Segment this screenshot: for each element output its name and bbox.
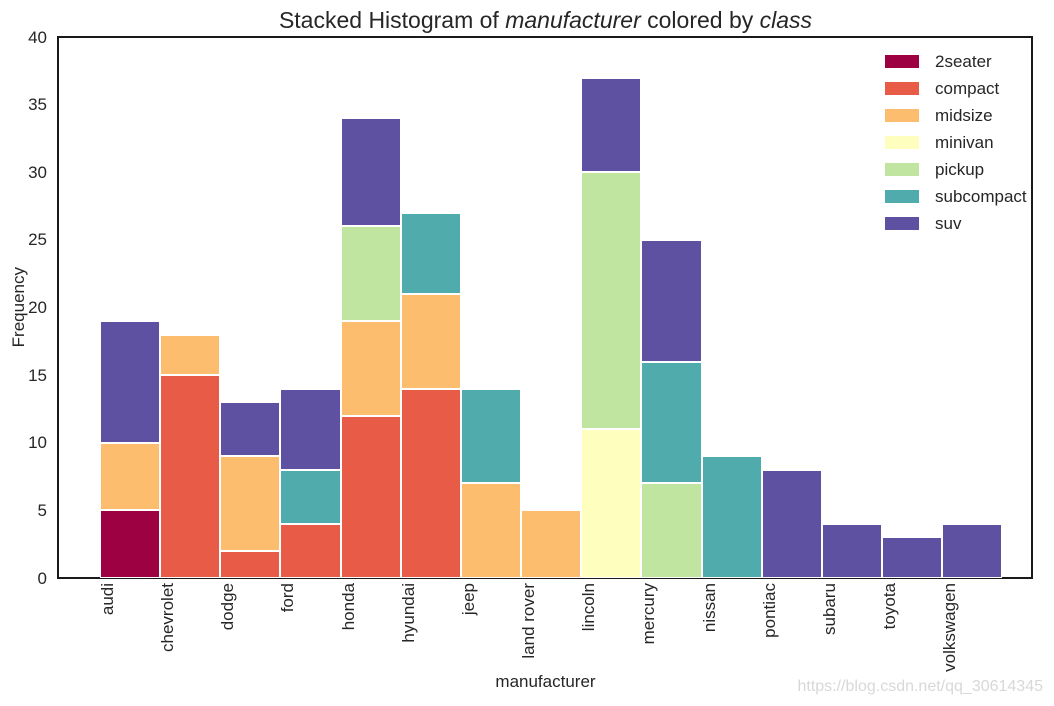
bar-segment-volkswagen-suv bbox=[942, 523, 1003, 578]
bar-segment-pontiac-suv bbox=[761, 469, 822, 578]
x-tick-label-mercury: mercury bbox=[639, 583, 659, 645]
bar-segment-dodge-suv bbox=[220, 402, 281, 457]
bar-segment-hyundai-compact bbox=[400, 388, 461, 578]
y-tick-label-5: 5 bbox=[37, 500, 47, 520]
x-tick-label-jeep: jeep bbox=[458, 583, 478, 616]
bar-segment-chevrolet-compact bbox=[159, 375, 221, 578]
y-tick-label-10: 10 bbox=[28, 433, 47, 453]
legend-item-compact: compact bbox=[885, 79, 1027, 98]
legend-label-compact: compact bbox=[935, 79, 1000, 98]
y-tick-label-20: 20 bbox=[28, 298, 47, 317]
bar-segment-ford-subcompact bbox=[280, 469, 341, 524]
bar-segment-chevrolet-midsize bbox=[159, 334, 221, 376]
x-tick-label-audi: audi bbox=[97, 583, 117, 616]
bar-segment-audi-suv bbox=[99, 321, 160, 443]
y-axis-label-container: Frequency bbox=[8, 37, 30, 578]
x-tick-label-subaru: subaru bbox=[819, 583, 839, 635]
bar-segment-mercury-subcompact bbox=[641, 361, 702, 484]
bar-segment-honda-midsize bbox=[340, 321, 401, 416]
legend-item-2seater: 2seater bbox=[885, 52, 1027, 71]
legend-label-suv: suv bbox=[935, 214, 962, 233]
legend-swatch-compact bbox=[885, 82, 919, 95]
legend-item-pickup: pickup bbox=[885, 160, 1027, 179]
x-tick-label-honda: honda bbox=[338, 583, 358, 631]
x-tick-label-nissan: nissan bbox=[699, 583, 719, 633]
x-axis-label: manufacturer bbox=[495, 672, 596, 691]
chart-title: Stacked Histogram of manufacturer colore… bbox=[59, 7, 1032, 34]
bar-segment-honda-compact bbox=[340, 415, 401, 578]
legend-label-minivan: minivan bbox=[935, 133, 994, 152]
legend-swatch-subcompact bbox=[885, 190, 919, 203]
legend-swatch-suv bbox=[885, 217, 919, 230]
legend-swatch-midsize bbox=[885, 109, 919, 122]
bar-segment-nissan-subcompact bbox=[701, 456, 762, 578]
x-tick-label-ford: ford bbox=[278, 583, 298, 613]
bar-segment-subaru-suv bbox=[821, 523, 883, 578]
legend-label-subcompact: subcompact bbox=[935, 187, 1027, 206]
bar-segment-lincoln-pickup bbox=[581, 172, 642, 430]
plot-spine-left bbox=[57, 36, 59, 579]
bar-segment-ford-compact bbox=[280, 523, 341, 578]
bar-segment-dodge-compact bbox=[220, 550, 281, 578]
bar-segment-land-rover-midsize bbox=[521, 510, 582, 578]
bar-segment-honda-pickup bbox=[340, 226, 401, 322]
plot-spine-right bbox=[1031, 36, 1033, 579]
bar-segment-mercury-pickup bbox=[641, 483, 702, 578]
x-tick-label-land-rover: land rover bbox=[519, 583, 539, 659]
chart-title-emphasis-manufacturer: manufacturer bbox=[505, 7, 641, 33]
bar-segment-lincoln-suv bbox=[581, 77, 642, 173]
bar-segment-jeep-subcompact bbox=[460, 388, 522, 484]
bar-segment-ford-suv bbox=[280, 388, 341, 470]
x-tick-label-dodge: dodge bbox=[218, 583, 238, 631]
legend-label-pickup: pickup bbox=[935, 160, 985, 179]
bar-segment-mercury-suv bbox=[641, 239, 702, 362]
legend-label-2seater: 2seater bbox=[935, 52, 992, 71]
y-tick-label-35: 35 bbox=[28, 95, 47, 115]
legend-item-minivan: minivan bbox=[885, 133, 1027, 152]
chart-title-text-middle: colored by bbox=[640, 7, 760, 33]
bar-segment-toyota-suv bbox=[882, 537, 943, 578]
legend-swatch-pickup bbox=[885, 163, 919, 176]
legend: 2seater compact midsize minivan pickup subcom… bbox=[885, 52, 1027, 233]
plot-spine-top bbox=[59, 36, 1033, 38]
x-tick-label-volkswagen: volkswagen bbox=[940, 583, 960, 672]
bar-segment-dodge-midsize bbox=[220, 456, 281, 551]
x-tick-label-lincoln: lincoln bbox=[579, 583, 599, 632]
bar-segment-audi-midsize bbox=[99, 442, 160, 511]
chart-title-text: Stacked Histogram of bbox=[278, 7, 506, 33]
bar-segment-hyundai-midsize bbox=[400, 293, 461, 389]
bar-segment-hyundai-subcompact bbox=[400, 212, 461, 294]
legend-label-midsize: midsize bbox=[935, 106, 993, 125]
x-tick-label-pontiac: pontiac bbox=[759, 583, 779, 638]
x-tick-label-toyota: toyota bbox=[880, 583, 900, 630]
legend-item-midsize: midsize bbox=[885, 106, 1027, 125]
bar-segment-lincoln-minivan bbox=[581, 429, 642, 578]
bar-segment-honda-suv bbox=[340, 118, 401, 227]
x-tick-label-hyundai: hyundai bbox=[398, 583, 418, 643]
legend-item-suv: suv bbox=[885, 214, 1027, 233]
watermark: https://blog.csdn.net/qq_30614345 bbox=[797, 678, 1043, 695]
bar-segment-jeep-midsize bbox=[460, 483, 522, 578]
bar-segment-audi-2seater bbox=[99, 510, 160, 578]
legend-item-subcompact: subcompact bbox=[885, 187, 1027, 206]
y-axis-label: Frequency bbox=[9, 267, 28, 348]
y-tick-label-15: 15 bbox=[28, 365, 47, 385]
legend-swatch-minivan bbox=[885, 136, 919, 149]
y-tick-label-40: 40 bbox=[28, 27, 47, 47]
y-tick-label-25: 25 bbox=[28, 230, 47, 250]
y-tick-label-0: 0 bbox=[37, 568, 47, 588]
x-tick-label-chevrolet: chevrolet bbox=[157, 583, 177, 652]
y-tick-label-30: 30 bbox=[28, 162, 47, 182]
plot-spine-bottom bbox=[59, 577, 1033, 579]
chart-title-emphasis-class: class bbox=[759, 7, 813, 33]
legend-swatch-2seater bbox=[885, 55, 919, 68]
